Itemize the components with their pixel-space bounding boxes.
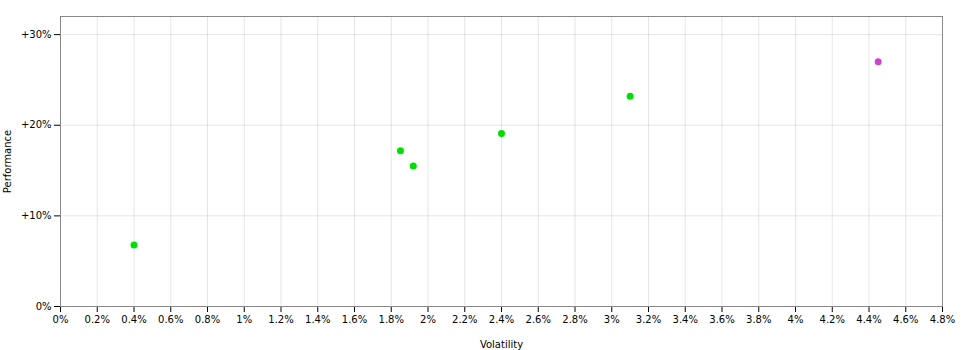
svg-text:0%: 0% <box>36 301 52 312</box>
svg-text:1.4%: 1.4% <box>305 314 330 325</box>
svg-text:4.6%: 4.6% <box>893 314 918 325</box>
svg-text:4%: 4% <box>788 314 804 325</box>
svg-text:+20%: +20% <box>21 119 52 130</box>
svg-text:0.8%: 0.8% <box>195 314 220 325</box>
svg-text:1.6%: 1.6% <box>342 314 367 325</box>
svg-text:3.8%: 3.8% <box>746 314 771 325</box>
svg-text:4.4%: 4.4% <box>856 314 881 325</box>
svg-text:4.8%: 4.8% <box>930 314 955 325</box>
svg-text:3.4%: 3.4% <box>673 314 698 325</box>
svg-text:0.6%: 0.6% <box>158 314 183 325</box>
svg-text:3.2%: 3.2% <box>636 314 661 325</box>
svg-text:3.6%: 3.6% <box>709 314 734 325</box>
svg-text:2.4%: 2.4% <box>489 314 514 325</box>
svg-text:1.2%: 1.2% <box>268 314 293 325</box>
svg-text:2.6%: 2.6% <box>526 314 551 325</box>
svg-text:1%: 1% <box>236 314 252 325</box>
svg-text:0.2%: 0.2% <box>85 314 110 325</box>
svg-text:1.8%: 1.8% <box>379 314 404 325</box>
svg-text:2%: 2% <box>420 314 436 325</box>
svg-text:+10%: +10% <box>21 210 52 221</box>
svg-text:Volatility: Volatility <box>480 339 523 350</box>
svg-text:Performance: Performance <box>2 130 13 193</box>
svg-text:4.2%: 4.2% <box>820 314 845 325</box>
svg-text:2.2%: 2.2% <box>452 314 477 325</box>
svg-text:2.8%: 2.8% <box>562 314 587 325</box>
svg-text:3%: 3% <box>604 314 620 325</box>
svg-text:+30%: +30% <box>21 29 52 40</box>
svg-text:0.4%: 0.4% <box>121 314 146 325</box>
svg-text:0%: 0% <box>53 314 69 325</box>
